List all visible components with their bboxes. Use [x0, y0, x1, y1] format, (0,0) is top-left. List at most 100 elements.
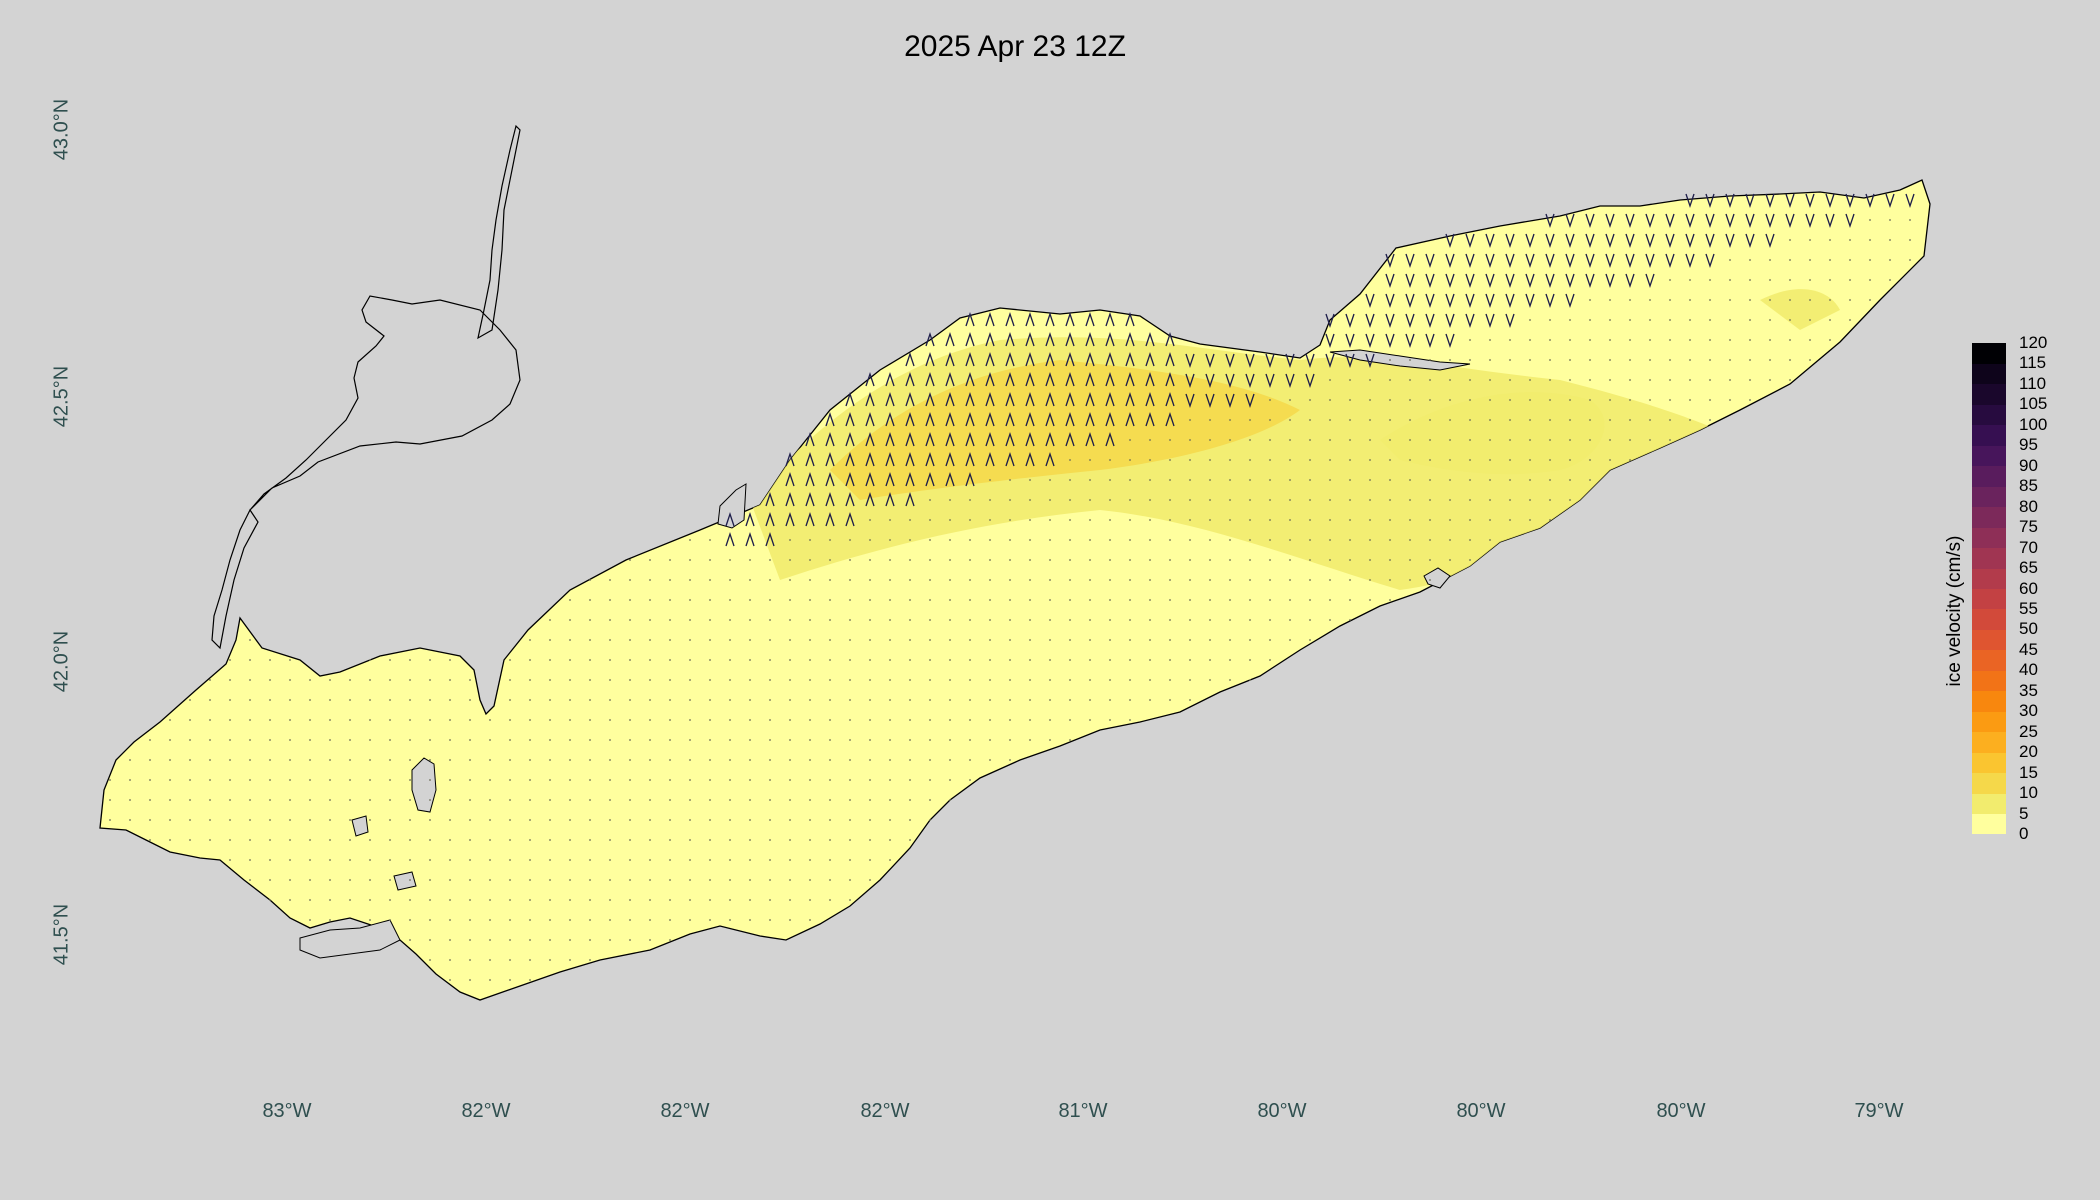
grid-dot: [789, 739, 791, 741]
velocity-arrow: [1565, 253, 1575, 269]
grid-dot: [209, 759, 211, 761]
grid-dot: [829, 659, 831, 661]
grid-dot: [1049, 699, 1051, 701]
grid-dot: [529, 719, 531, 721]
grid-dot: [1009, 539, 1011, 541]
grid-dot: [749, 619, 751, 621]
grid-dot: [1349, 519, 1351, 521]
grid-dot: [1289, 499, 1291, 501]
grid-dot: [749, 719, 751, 721]
grid-dot: [869, 599, 871, 601]
velocity-arrow: [1645, 253, 1655, 269]
velocity-arrow: [1545, 233, 1555, 249]
grid-dot: [1109, 499, 1111, 501]
grid-dot: [649, 619, 651, 621]
grid-dot: [1569, 399, 1571, 401]
colorbar-swatch: [1972, 793, 2006, 815]
grid-dot: [509, 819, 511, 821]
velocity-arrow: [1045, 451, 1055, 467]
grid-dot: [829, 719, 831, 721]
grid-dot: [809, 899, 811, 901]
grid-dot: [489, 939, 491, 941]
grid-dot: [1289, 539, 1291, 541]
grid-dot: [1049, 599, 1051, 601]
grid-dot: [249, 819, 251, 821]
velocity-arrow: [865, 371, 875, 387]
velocity-arrow: [1005, 311, 1015, 327]
velocity-arrow: [885, 371, 895, 387]
grid-dot: [149, 739, 151, 741]
grid-dot: [729, 599, 731, 601]
grid-dot: [1229, 599, 1231, 601]
velocity-arrow: [1685, 253, 1695, 269]
grid-dot: [909, 559, 911, 561]
grid-dot: [529, 659, 531, 661]
velocity-arrow: [905, 351, 915, 367]
velocity-arrow: [1065, 351, 1075, 367]
grid-dot: [1449, 439, 1451, 441]
grid-dot: [1669, 299, 1671, 301]
grid-dot: [1149, 559, 1151, 561]
grid-dot: [1169, 439, 1171, 441]
grid-dot: [209, 839, 211, 841]
grid-dot: [1189, 579, 1191, 581]
velocity-arrow: [1705, 213, 1715, 229]
grid-dot: [689, 659, 691, 661]
grid-dot: [1209, 419, 1211, 421]
grid-dot: [609, 839, 611, 841]
grid-dot: [1309, 619, 1311, 621]
grid-dot: [909, 779, 911, 781]
grid-dot: [1049, 739, 1051, 741]
grid-dot: [629, 659, 631, 661]
grid-dot: [749, 799, 751, 801]
velocity-arrow: [965, 451, 975, 467]
grid-dot: [449, 919, 451, 921]
grid-dot: [809, 559, 811, 561]
grid-dot: [889, 619, 891, 621]
grid-dot: [509, 759, 511, 761]
grid-dot: [609, 819, 611, 821]
grid-dot: [1669, 439, 1671, 441]
grid-dot: [629, 879, 631, 881]
colorbar-tick: 60: [2019, 578, 2038, 598]
grid-dot: [1549, 439, 1551, 441]
grid-dot: [729, 639, 731, 641]
grid-dot: [869, 559, 871, 561]
grid-dot: [269, 779, 271, 781]
grid-dot: [989, 479, 991, 481]
grid-dot: [649, 579, 651, 581]
velocity-arrow: [725, 511, 735, 527]
grid-dot: [709, 899, 711, 901]
grid-dot: [1169, 699, 1171, 701]
grid-dot: [989, 619, 991, 621]
grid-dot: [1049, 559, 1051, 561]
grid-dot: [1409, 359, 1411, 361]
grid-dot: [989, 659, 991, 661]
velocity-arrow: [1025, 311, 1035, 327]
grid-dot: [849, 739, 851, 741]
grid-dot: [649, 679, 651, 681]
grid-dot: [1469, 459, 1471, 461]
grid-dot: [329, 679, 331, 681]
grid-dot: [1169, 579, 1171, 581]
grid-dot: [1569, 419, 1571, 421]
grid-dot: [109, 819, 111, 821]
grid-dot: [1029, 599, 1031, 601]
velocity-arrow: [1445, 273, 1455, 289]
grid-dot: [1429, 379, 1431, 381]
velocity-arrow: [965, 431, 975, 447]
grid-dot: [609, 599, 611, 601]
grid-dot: [1129, 479, 1131, 481]
grid-dot: [629, 719, 631, 721]
grid-dot: [229, 779, 231, 781]
grid-dot: [1269, 559, 1271, 561]
grid-dot: [269, 899, 271, 901]
grid-dot: [329, 859, 331, 861]
grid-dot: [1249, 479, 1251, 481]
grid-dot: [1509, 459, 1511, 461]
grid-dot: [1909, 239, 1911, 241]
grid-dot: [749, 859, 751, 861]
grid-dot: [909, 699, 911, 701]
grid-dot: [489, 759, 491, 761]
grid-dot: [849, 659, 851, 661]
